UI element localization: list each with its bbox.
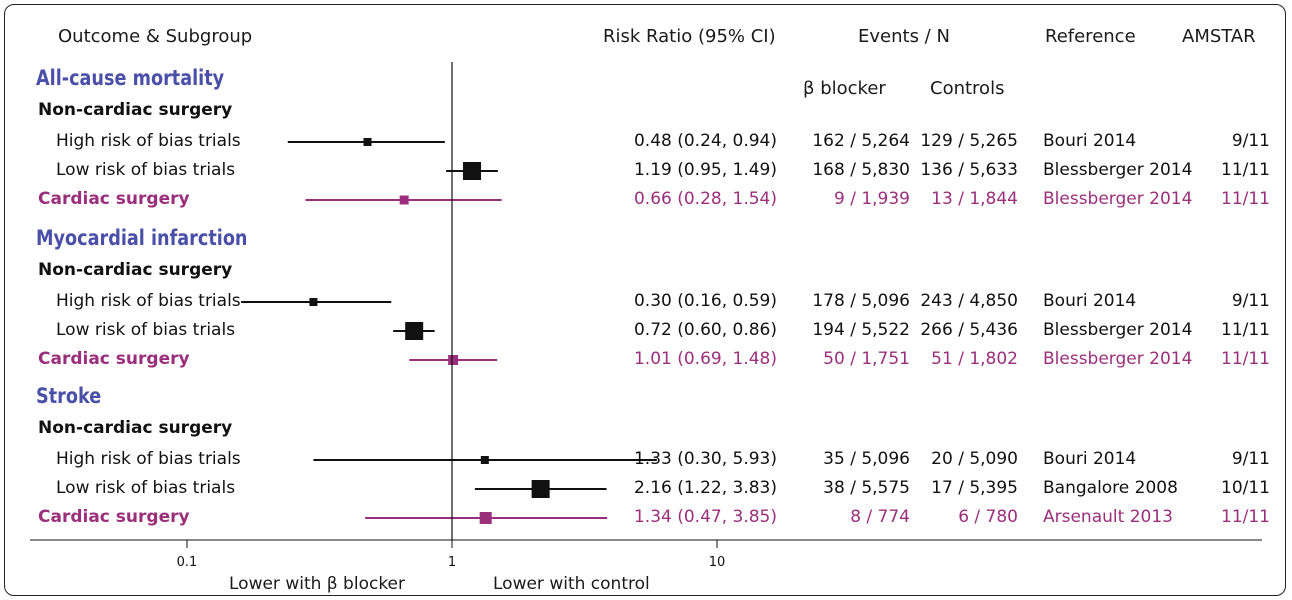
header-beta-blocker: β blocker <box>803 78 886 99</box>
point-estimate <box>480 456 489 464</box>
row-label: High risk of bias trials <box>56 449 241 469</box>
point-estimate <box>363 138 372 146</box>
beta-blocker-events: 178 / 5,096 <box>812 291 910 311</box>
cardiac-surgery-label: Cardiac surgery <box>38 507 190 527</box>
point-estimate <box>309 298 318 306</box>
outcome-title: All-cause mortality <box>36 66 225 90</box>
ci-text: 2.16 (1.22, 3.83) <box>633 478 777 498</box>
amstar-score: 9/11 <box>1231 131 1270 151</box>
header-reference: Reference <box>1045 26 1136 47</box>
header-controls: Controls <box>930 78 1005 99</box>
beta-blocker-events: 35 / 5,096 <box>823 449 910 469</box>
reference: Blessberger 2014 <box>1043 160 1193 180</box>
point-estimate <box>399 195 409 205</box>
control-events: 266 / 5,436 <box>920 320 1018 340</box>
beta-blocker-events: 168 / 5,830 <box>812 160 910 180</box>
beta-blocker-events: 38 / 5,575 <box>823 478 910 498</box>
beta-blocker-events: 162 / 5,264 <box>812 131 910 151</box>
reference: Arsenault 2013 <box>1043 507 1173 527</box>
header-outcome-subgroup: Outcome & Subgroup <box>58 26 253 47</box>
control-events: 17 / 5,395 <box>931 478 1018 498</box>
ci-text: 1.01 (0.69, 1.48) <box>633 349 777 369</box>
amstar-score: 11/11 <box>1221 349 1270 369</box>
header-risk-ratio: Risk Ratio (95% CI) <box>603 26 776 47</box>
row-label: High risk of bias trials <box>56 131 241 151</box>
beta-blocker-events: 8 / 774 <box>850 507 910 527</box>
point-estimate <box>479 512 492 524</box>
amstar-score: 11/11 <box>1221 320 1270 340</box>
reference: Blessberger 2014 <box>1043 189 1193 209</box>
control-events: 20 / 5,090 <box>931 449 1018 469</box>
control-events: 6 / 780 <box>958 507 1018 527</box>
figure-frame <box>4 4 1286 596</box>
beta-blocker-events: 194 / 5,522 <box>812 320 910 340</box>
outcome-title: Stroke <box>36 384 102 408</box>
row-label: Low risk of bias trials <box>56 160 236 180</box>
point-estimate <box>463 162 482 180</box>
axis-label-lower-control: Lower with control <box>493 574 650 594</box>
reference: Bangalore 2008 <box>1043 478 1178 498</box>
reference: Blessberger 2014 <box>1043 349 1193 369</box>
amstar-score: 9/11 <box>1231 291 1270 311</box>
reference: Bouri 2014 <box>1043 131 1137 151</box>
subgroup-label: Non-cardiac surgery <box>38 260 233 280</box>
reference: Bouri 2014 <box>1043 291 1137 311</box>
row-label: Low risk of bias trials <box>56 478 236 498</box>
amstar-score: 9/11 <box>1231 449 1270 469</box>
beta-blocker-events: 50 / 1,751 <box>823 349 910 369</box>
ci-text: 0.66 (0.28, 1.54) <box>633 189 777 209</box>
cardiac-surgery-label: Cardiac surgery <box>38 349 190 369</box>
point-estimate <box>405 322 424 340</box>
ci-text: 1.34 (0.47, 3.85) <box>633 507 777 527</box>
header-events-n: Events / N <box>858 26 950 47</box>
control-events: 51 / 1,802 <box>931 349 1018 369</box>
ci-text: 0.72 (0.60, 0.86) <box>633 320 777 340</box>
ci-text: 1.33 (0.30, 5.93) <box>633 449 777 469</box>
point-estimate <box>448 355 459 365</box>
ci-text: 1.19 (0.95, 1.49) <box>633 160 777 180</box>
amstar-score: 11/11 <box>1221 160 1270 180</box>
x-tick-label: 1 <box>448 555 456 570</box>
control-events: 129 / 5,265 <box>920 131 1018 151</box>
ci-text: 0.30 (0.16, 0.59) <box>633 291 777 311</box>
ci-text: 0.48 (0.24, 0.94) <box>633 131 777 151</box>
row-label: High risk of bias trials <box>56 291 241 311</box>
reference: Bouri 2014 <box>1043 449 1137 469</box>
subgroup-label: Non-cardiac surgery <box>38 418 233 438</box>
x-tick-label: 10 <box>709 555 726 570</box>
amstar-score: 11/11 <box>1221 189 1270 209</box>
subgroup-label: Non-cardiac surgery <box>38 100 233 120</box>
point-estimate <box>531 480 550 498</box>
control-events: 243 / 4,850 <box>920 291 1018 311</box>
x-tick-label: 0.1 <box>177 555 198 570</box>
beta-blocker-events: 9 / 1,939 <box>833 189 910 209</box>
header-amstar: AMSTAR <box>1182 26 1256 47</box>
amstar-score: 11/11 <box>1221 507 1270 527</box>
row-label: Low risk of bias trials <box>56 320 236 340</box>
control-events: 13 / 1,844 <box>931 189 1018 209</box>
cardiac-surgery-label: Cardiac surgery <box>38 189 190 209</box>
axis-label-lower-beta: Lower with β blocker <box>229 574 406 594</box>
amstar-score: 10/11 <box>1221 478 1270 498</box>
reference: Blessberger 2014 <box>1043 320 1193 340</box>
control-events: 136 / 5,633 <box>920 160 1018 180</box>
outcome-title: Myocardial infarction <box>36 226 248 250</box>
